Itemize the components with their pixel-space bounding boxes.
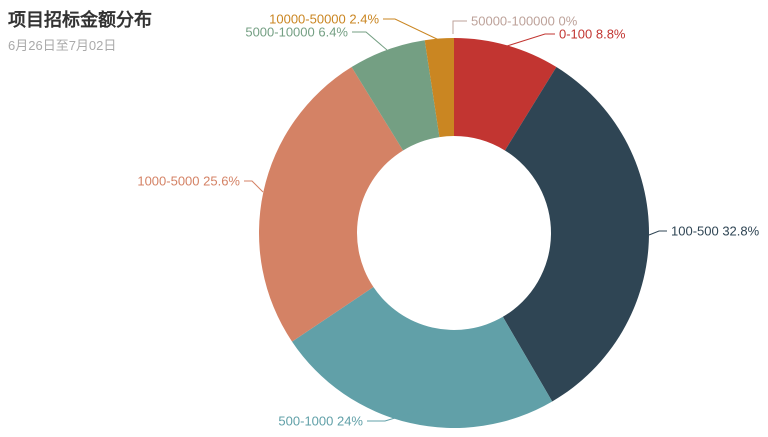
pie-label-1000-5000: 1000-5000 25.6% <box>137 174 240 189</box>
pie-slice-5000-10000[interactable] <box>351 40 440 151</box>
chart-title: 项目招标金额分布 <box>8 10 152 30</box>
pie-slice-10000-50000[interactable] <box>424 38 454 138</box>
label-line-50000-100000 <box>452 20 467 34</box>
pie-label-10000-50000: 10000-50000 2.4% <box>269 12 379 27</box>
pie-slice-0-100[interactable] <box>454 38 557 151</box>
label-line-0-100 <box>506 33 555 47</box>
pie-label-0-100: 0-100 8.8% <box>559 27 626 42</box>
label-lines <box>244 18 667 422</box>
donut-slices <box>258 38 649 428</box>
slice-labels: 0-100 8.8% 100-500 32.8% 500-1000 24% 1000-… <box>137 12 759 429</box>
label-line-1000-5000 <box>244 180 264 193</box>
pie-slice-1000-5000[interactable] <box>258 67 404 342</box>
pie-slice-500-1000[interactable] <box>292 287 553 428</box>
pie-label-100-500: 100-500 32.8% <box>671 224 760 239</box>
pie-label-500-1000: 500-1000 24% <box>278 414 363 429</box>
label-line-5000-10000 <box>352 31 388 51</box>
label-line-10000-50000 <box>383 18 440 41</box>
chart-subtitle: 6月26日至7月02日 <box>8 37 117 53</box>
label-line-500-1000 <box>367 408 426 422</box>
pie-label-50000-100000: 50000-100000 0% <box>471 14 578 29</box>
chart-header: 项目招标金额分布 6月26日至7月02日 <box>8 10 152 53</box>
label-line-100-500 <box>648 230 667 236</box>
pie-label-5000-10000: 5000-10000 6.4% <box>245 25 348 40</box>
pie-slice-100-500[interactable] <box>502 67 649 402</box>
